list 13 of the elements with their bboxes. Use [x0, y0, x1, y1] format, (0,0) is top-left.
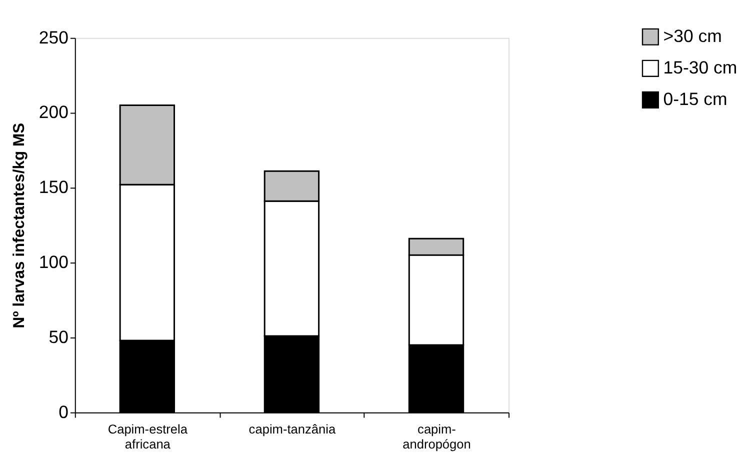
x-tick-label: capim-andropógon [402, 422, 471, 452]
y-tick-label: 100 [38, 252, 69, 272]
legend-label: 0-15 cm [663, 88, 728, 109]
legend-label: 15-30 cm [663, 57, 738, 78]
y-tick-label: 50 [48, 326, 69, 347]
x-tick-label: Capim-estrela africana [108, 422, 188, 452]
y-tick-label: 200 [38, 102, 69, 122]
y-tick-label: 0 [58, 402, 69, 422]
x-tick-label: capim-tanzânia [248, 422, 336, 437]
y-tick-label: 150 [38, 177, 69, 198]
y-axis-title: Nº larvas infectantes/kg MS [11, 122, 28, 328]
y-tick-label: 250 [38, 27, 69, 48]
legend-label: >30 cm [663, 26, 722, 46]
